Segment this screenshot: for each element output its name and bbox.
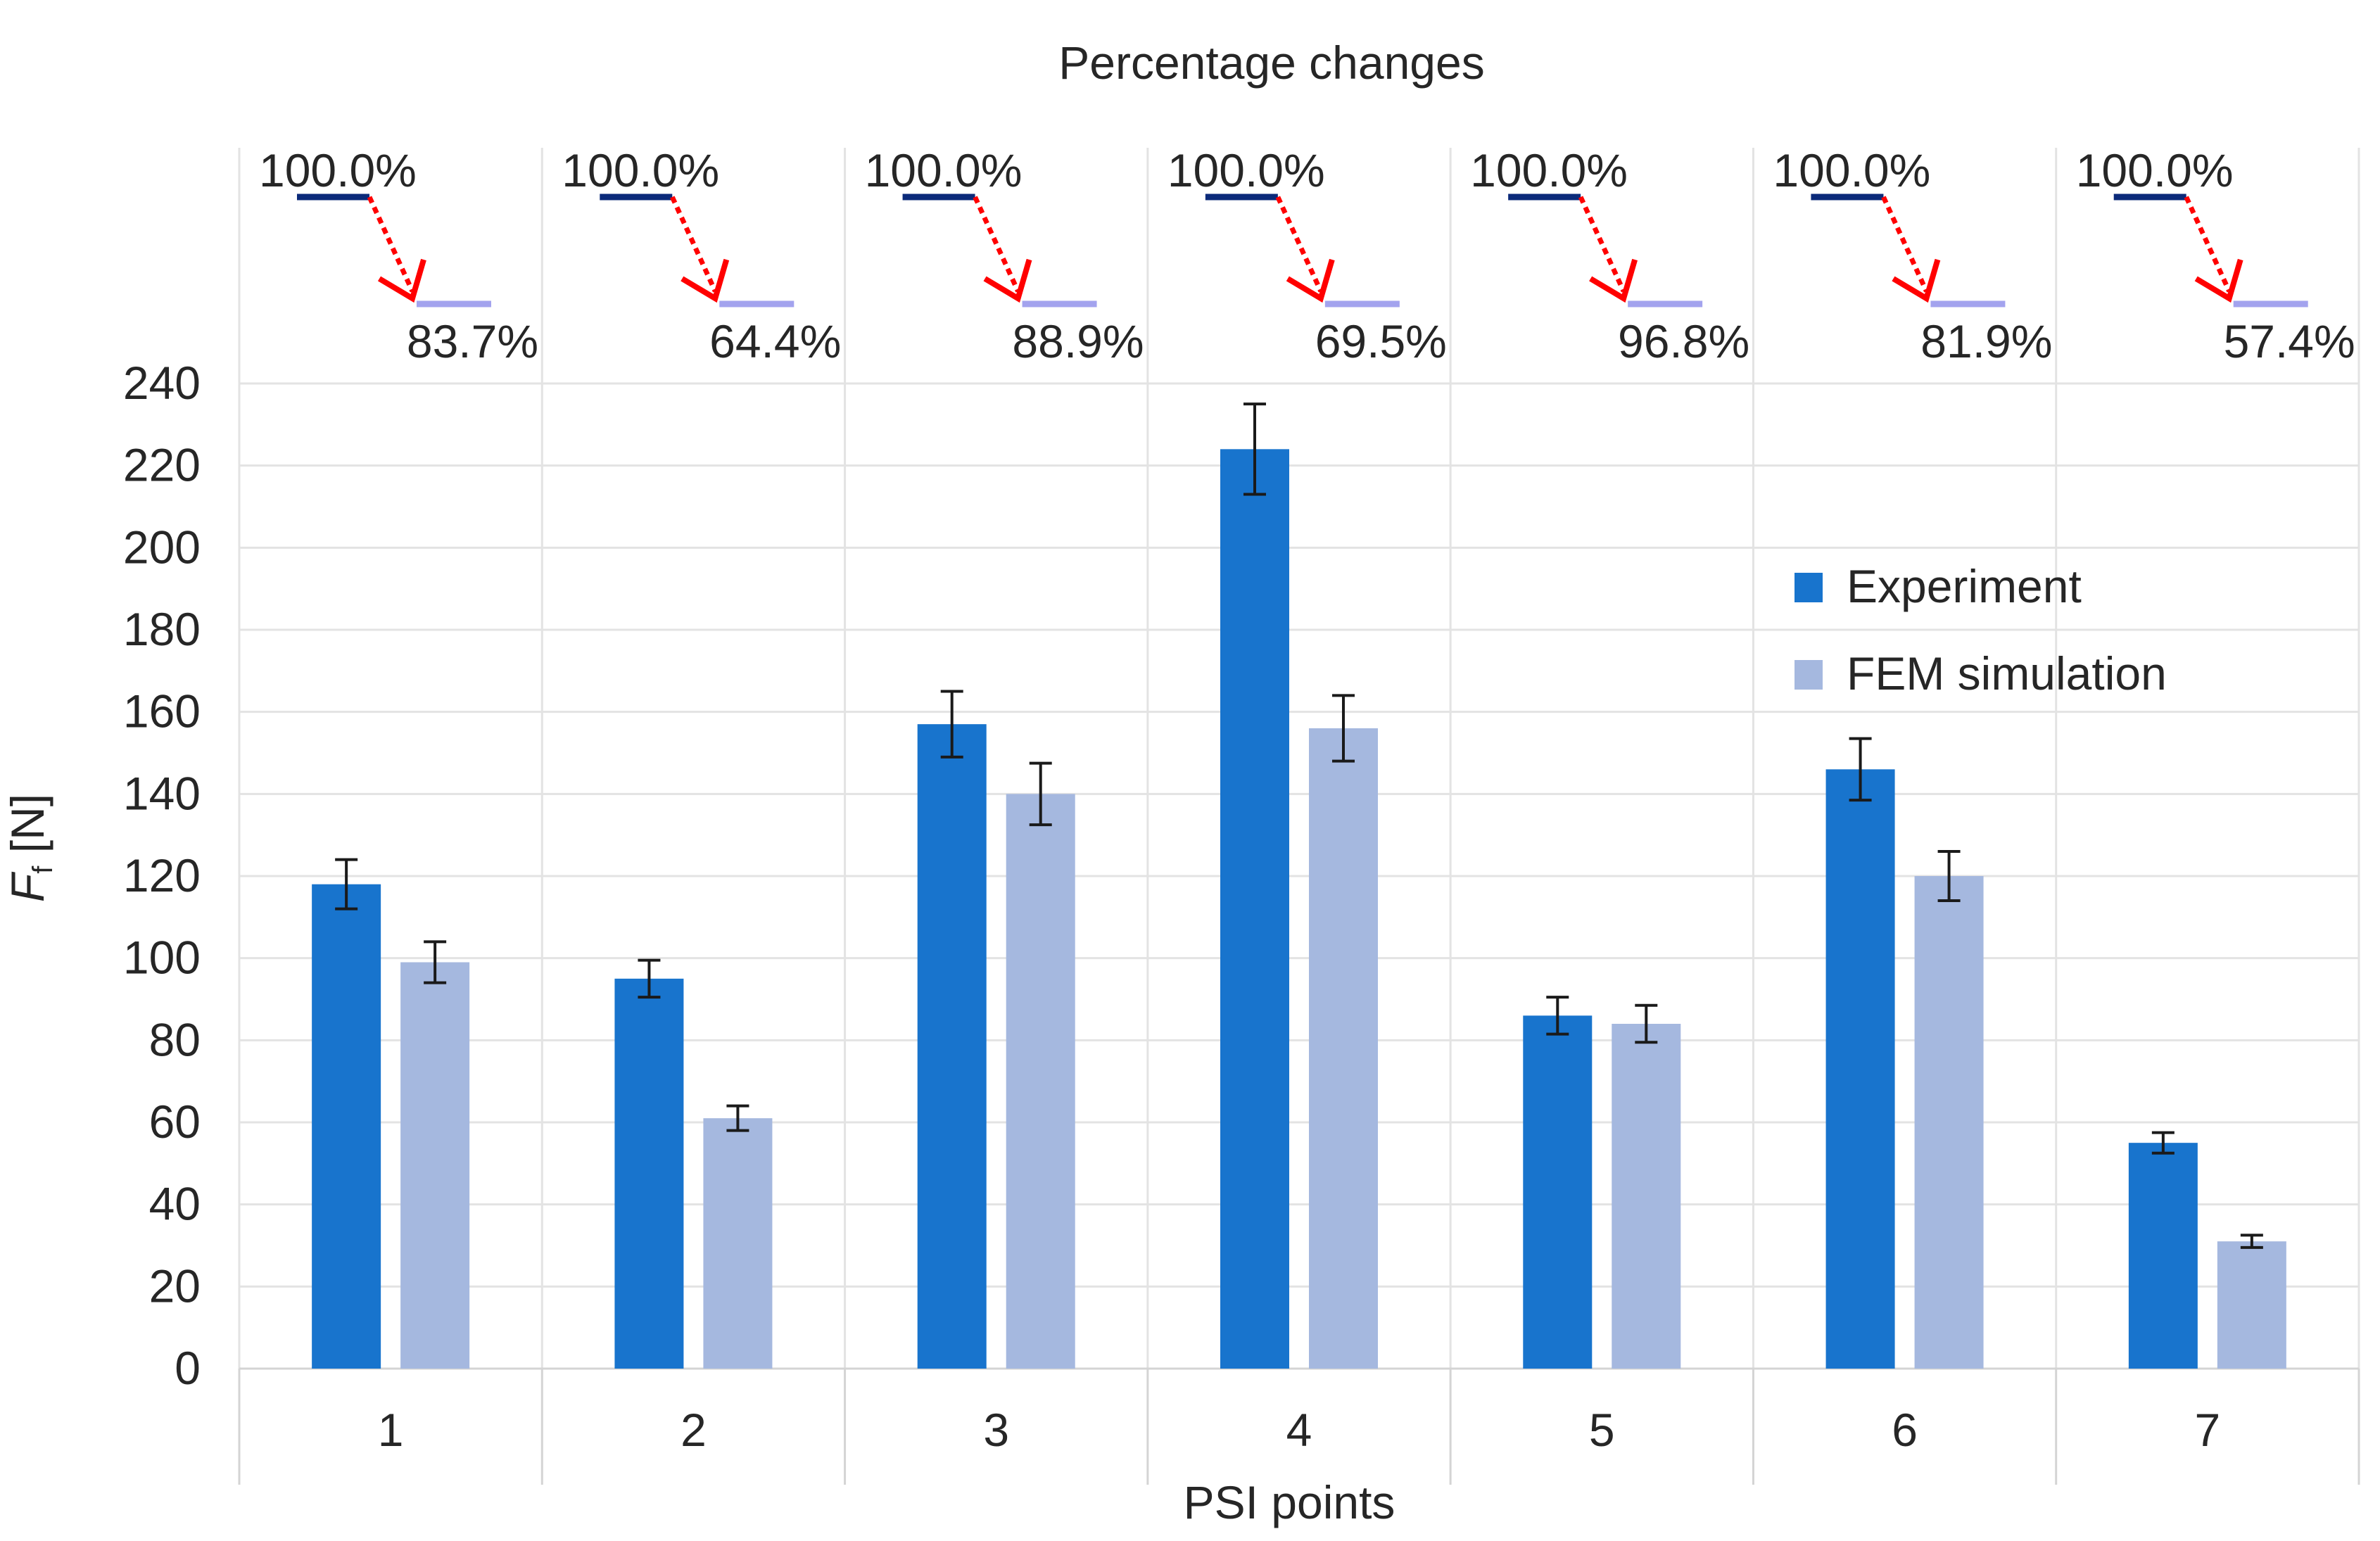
bar-experiment-7 bbox=[2128, 1143, 2198, 1369]
percentage-end-label: 64.4% bbox=[709, 315, 841, 367]
percentage-end-label: 96.8% bbox=[1618, 315, 1749, 367]
bar-fem-simulation-2 bbox=[703, 1118, 773, 1369]
percentage-start-label: 100.0% bbox=[259, 144, 417, 196]
y-tick-label: 120 bbox=[123, 849, 201, 901]
error-bar-experiment-3 bbox=[940, 690, 963, 759]
legend-label-fem-simulation: FEM simulation bbox=[1847, 647, 2167, 699]
percentage-arrow-shaft bbox=[367, 196, 415, 293]
y-tick-label: 80 bbox=[149, 1013, 201, 1065]
error-bar-fem-simulation-5 bbox=[1635, 1003, 1658, 1044]
percentage-arrow-head bbox=[681, 258, 730, 303]
error-bar-experiment-4 bbox=[1243, 402, 1266, 496]
percentage-arrow-head bbox=[983, 258, 1032, 303]
bar-experiment-1 bbox=[312, 884, 381, 1369]
y-tick-label: 200 bbox=[123, 521, 201, 573]
y-tick-label: 180 bbox=[123, 603, 201, 655]
percentage-arrow-head bbox=[1589, 258, 1638, 303]
bar-fem-simulation-5 bbox=[1612, 1024, 1681, 1369]
error-bar-experiment-5 bbox=[1546, 996, 1569, 1036]
percentage-change-panels: 100.0% 83.7% 100.0% 64.4% 100.0% 88.9% 100.0% 6… bbox=[259, 144, 2355, 367]
percentage-start-label: 100.0% bbox=[562, 144, 719, 196]
y-axis-label-unit: [N] bbox=[1, 794, 53, 866]
x-tick-label: 2 bbox=[681, 1404, 707, 1456]
x-tick-label: 5 bbox=[1589, 1404, 1615, 1456]
y-tick-label: 0 bbox=[175, 1342, 201, 1394]
y-tick-label: 160 bbox=[123, 685, 201, 737]
y-axis-label-main: F bbox=[1, 871, 53, 902]
percentage-panel-7: 100.0% 57.4% bbox=[2076, 144, 2355, 367]
error-bar-fem-simulation-2 bbox=[726, 1104, 749, 1132]
x-tick-label: 3 bbox=[983, 1404, 1009, 1456]
bar-fem-simulation-4 bbox=[1309, 728, 1378, 1369]
percentage-start-label: 100.0% bbox=[2076, 144, 2234, 196]
percentage-end-label: 81.9% bbox=[1920, 315, 2052, 367]
y-tick-label: 220 bbox=[123, 439, 201, 491]
y-axis-label-sub: f bbox=[27, 865, 58, 874]
y-tick-label: 40 bbox=[149, 1178, 201, 1230]
bar-experiment-2 bbox=[614, 978, 684, 1369]
percentage-panel-5: 100.0% 96.8% bbox=[1470, 144, 1749, 367]
x-tick-label: 6 bbox=[1892, 1404, 1918, 1456]
bar-fem-simulation-1 bbox=[400, 962, 470, 1369]
x-axis-label: PSI points bbox=[1184, 1476, 1395, 1528]
chart-title: Percentage changes bbox=[1058, 37, 1484, 89]
percentage-end-label: 83.7% bbox=[407, 315, 538, 367]
percentage-panel-6: 100.0% 81.9% bbox=[1773, 144, 2052, 367]
percentage-arrow-head bbox=[377, 258, 426, 303]
percentage-arrow-shaft bbox=[1881, 196, 1929, 293]
error-bar-experiment-1 bbox=[335, 858, 358, 911]
bar-fem-simulation-3 bbox=[1006, 794, 1075, 1369]
percentage-arrow-shaft bbox=[1275, 196, 1324, 293]
error-bar-experiment-2 bbox=[638, 958, 661, 999]
error-bar-fem-simulation-3 bbox=[1029, 761, 1052, 827]
y-axis-label: Ff [N] bbox=[1, 794, 58, 902]
percentage-arrow-shaft bbox=[973, 196, 1020, 293]
percentage-arrow-head bbox=[1286, 258, 1335, 303]
percentage-start-label: 100.0% bbox=[1167, 144, 1325, 196]
percentage-panel-2: 100.0% 64.4% bbox=[562, 144, 841, 367]
percentage-arrow-shaft bbox=[1578, 196, 1626, 293]
percentage-end-label: 88.9% bbox=[1012, 315, 1144, 367]
percentage-start-label: 100.0% bbox=[865, 144, 1023, 196]
percentage-panel-4: 100.0% 69.5% bbox=[1167, 144, 1447, 367]
legend-label-experiment: Experiment bbox=[1847, 560, 2082, 612]
error-bar-experiment-7 bbox=[2151, 1131, 2175, 1155]
bar-experiment-6 bbox=[1825, 769, 1895, 1369]
legend-swatch-fem-simulation bbox=[1795, 660, 1823, 690]
bar-fem-simulation-6 bbox=[1914, 876, 1984, 1369]
x-tick-label: 7 bbox=[2194, 1404, 2220, 1456]
percentage-start-label: 100.0% bbox=[1470, 144, 1628, 196]
bar-experiment-5 bbox=[1523, 1015, 1593, 1369]
bar-experiment-4 bbox=[1220, 449, 1289, 1369]
percentage-arrow-shaft bbox=[2184, 196, 2232, 293]
axis-ticks: 0 20 40 60 80 100 120 140 160 180 200 220 240 1 2 3 4 5 6 7 bbox=[123, 357, 2220, 1456]
percentage-end-label: 57.4% bbox=[2224, 315, 2355, 367]
legend-swatch-experiment bbox=[1795, 573, 1823, 602]
percentage-end-label: 69.5% bbox=[1315, 315, 1447, 367]
percentage-arrow-head bbox=[1892, 258, 1941, 303]
bar-experiment-3 bbox=[917, 724, 987, 1369]
y-tick-label: 100 bbox=[123, 932, 201, 984]
error-bar-fem-simulation-7 bbox=[2240, 1234, 2263, 1249]
error-bar-fem-simulation-6 bbox=[1937, 850, 1961, 902]
y-tick-label: 140 bbox=[123, 767, 201, 819]
percentage-panel-3: 100.0% 88.9% bbox=[865, 144, 1144, 367]
bar-fem-simulation-7 bbox=[2217, 1241, 2286, 1369]
gridlines bbox=[238, 148, 2360, 1485]
error-bar-fem-simulation-1 bbox=[424, 940, 447, 984]
x-tick-label: 4 bbox=[1286, 1404, 1312, 1456]
percentage-panel-1: 100.0% 83.7% bbox=[259, 144, 538, 367]
percentage-start-label: 100.0% bbox=[1773, 144, 1930, 196]
legend: Experiment FEM simulation bbox=[1795, 560, 2167, 699]
percentage-arrow-head bbox=[2194, 258, 2243, 303]
error-bar-fem-simulation-4 bbox=[1332, 694, 1355, 763]
bars bbox=[312, 402, 2286, 1369]
percentage-arrow-shaft bbox=[670, 196, 718, 293]
y-tick-label: 60 bbox=[149, 1096, 201, 1148]
error-bar-experiment-6 bbox=[1849, 737, 1872, 802]
x-tick-label: 1 bbox=[378, 1404, 404, 1456]
y-tick-label: 20 bbox=[149, 1260, 201, 1312]
y-tick-label: 240 bbox=[123, 357, 201, 409]
